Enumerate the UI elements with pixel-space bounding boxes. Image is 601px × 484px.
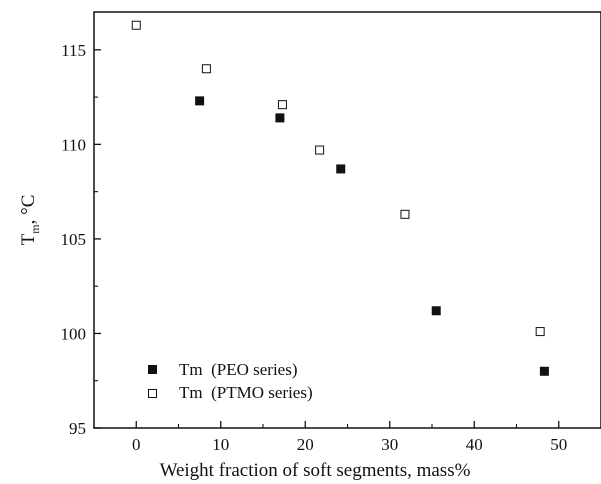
y-axis-ticks: 95 100 105 110 115 bbox=[61, 41, 101, 438]
data-point-peo bbox=[539, 366, 549, 376]
data-points bbox=[131, 20, 549, 376]
x-axis-title: Weight fraction of soft segments, mass% bbox=[160, 460, 471, 481]
y-tick-label: 115 bbox=[61, 41, 86, 60]
y-tick-label: 95 bbox=[69, 419, 86, 438]
y-axis-title-unit: , °C bbox=[18, 195, 39, 225]
legend-marker-ptmo bbox=[148, 389, 157, 398]
x-tick-label: 30 bbox=[381, 435, 398, 454]
legend-label-peo: Tm (PEO series) bbox=[179, 360, 298, 379]
plot-frame bbox=[93, 11, 601, 429]
legend-marker-peo bbox=[148, 365, 157, 374]
data-point-peo bbox=[195, 96, 205, 106]
data-point-ptmo bbox=[131, 20, 141, 30]
x-tick-label: 0 bbox=[132, 435, 141, 454]
data-point-peo bbox=[336, 164, 346, 174]
legend: Tm (PEO series) Tm (PTMO series) bbox=[148, 360, 313, 402]
y-tick-label: 105 bbox=[61, 230, 87, 249]
data-point-peo bbox=[431, 306, 441, 316]
data-point-ptmo bbox=[277, 100, 287, 110]
data-point-ptmo bbox=[315, 145, 325, 155]
data-point-ptmo bbox=[201, 64, 211, 74]
y-axis-title-sub: m bbox=[28, 224, 42, 234]
x-tick-label: 10 bbox=[212, 435, 229, 454]
data-point-ptmo bbox=[400, 209, 410, 219]
data-point-peo bbox=[275, 113, 285, 123]
y-tick-label: 100 bbox=[61, 324, 87, 343]
x-axis-ticks: 0 10 20 30 40 50 bbox=[93, 421, 601, 454]
x-tick-label: 20 bbox=[297, 435, 314, 454]
y-axis-title-main: T bbox=[18, 233, 39, 245]
svg-text:Tm, °C: Tm, °C bbox=[18, 195, 42, 246]
x-tick-label: 50 bbox=[550, 435, 567, 454]
x-tick-label: 40 bbox=[466, 435, 483, 454]
data-point-ptmo bbox=[535, 327, 545, 337]
legend-label-ptmo: Tm (PTMO series) bbox=[179, 383, 313, 402]
y-tick-label: 110 bbox=[61, 135, 86, 154]
y-axis-title: Tm, °C bbox=[18, 195, 42, 246]
